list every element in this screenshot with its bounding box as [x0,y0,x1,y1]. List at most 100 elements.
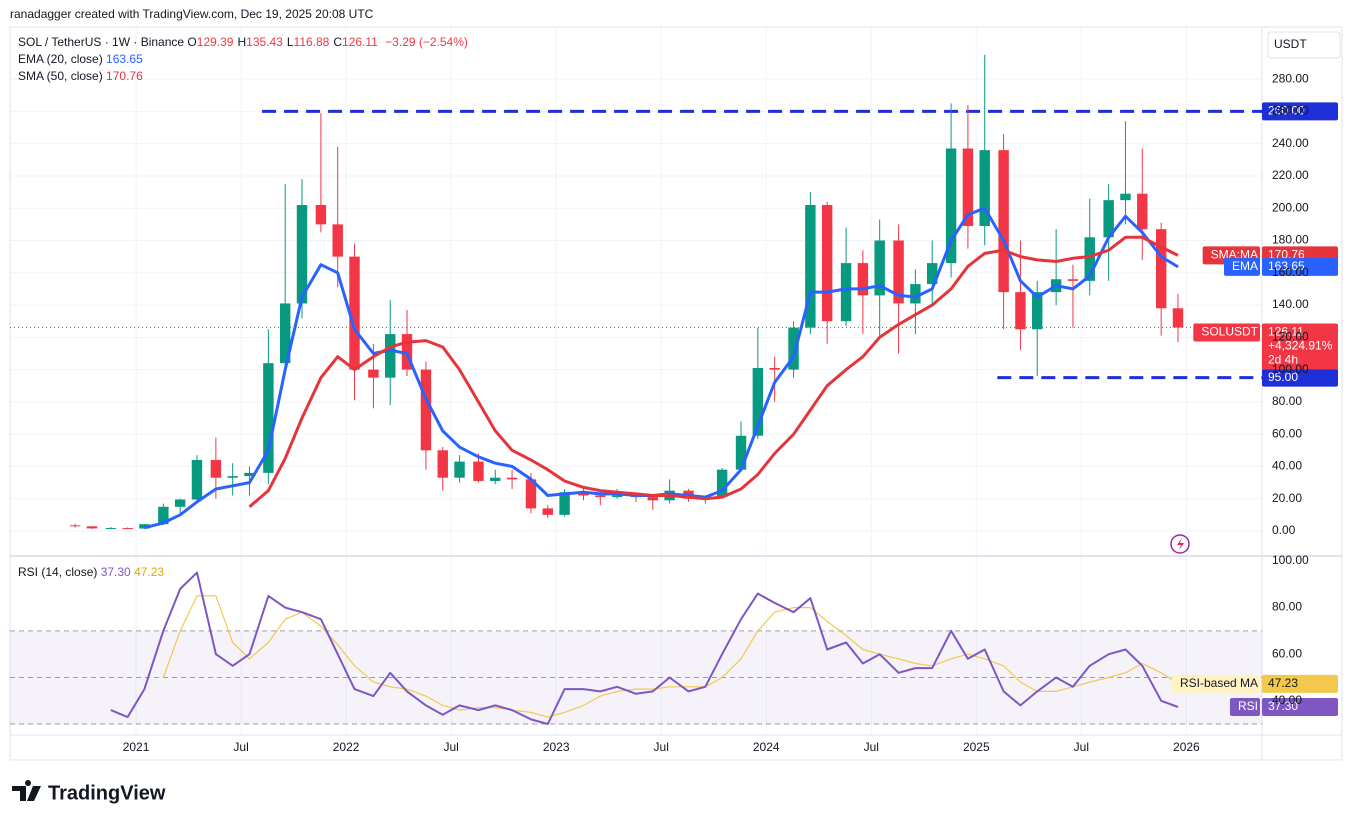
ohlc-key: H [237,35,247,49]
candle-body [647,497,659,501]
candle-body [296,205,308,304]
badge-name-box [1171,674,1260,693]
y-tick-label: 280.00 [1272,71,1309,85]
x-tick-label: Jul [233,740,248,754]
candle-body [611,495,623,498]
badge-value-box [1262,368,1338,387]
candle-body [926,263,938,285]
badge-value: 37.30 [1268,699,1298,713]
candle-body [1084,237,1095,281]
candle-body [158,506,169,525]
y-tick-label: 220.00 [1272,168,1309,182]
rsi-tick-label: 80.00 [1272,600,1302,614]
candle-body [735,435,747,470]
symbol[interactable]: SOL / TetherUS · 1W · Binance [18,35,185,49]
candle-body [874,240,885,296]
candle-body [69,525,81,527]
rsi-ma-line [162,595,1179,718]
candle-body [263,363,274,473]
ohlc-value: 129.39 [196,35,234,49]
candle-body [1155,229,1167,309]
candle-body [910,284,921,304]
candle-body [525,479,537,509]
sma-value: 170.76 [106,69,143,83]
rsi-legend: RSI (14, close) 37.30 47.23 [18,565,164,579]
badge-extra: +4,324.91% [1268,339,1333,353]
ohlc-key: O [187,35,197,49]
badge-name-box [1229,698,1260,717]
ohlc-key: L [286,35,294,49]
badge-value: 95.00 [1268,370,1298,384]
rsi-name[interactable]: RSI (14, close) [18,565,98,579]
y-tick-label: 160.00 [1272,265,1309,279]
badge-value: 260.00 [1268,104,1305,118]
x-tick-label: 2024 [753,740,780,754]
candle-body [769,367,780,370]
badges: 260.0095.00170.76SMA:MA163.65EMA126.11+4… [1171,102,1338,717]
ohlc: O129.39 H135.43 L116.88 C126.11 [187,35,381,49]
candle-body [279,303,291,364]
candle-body [490,477,501,481]
candle-body [840,263,852,322]
header: ranadagger created with TradingView.com,… [10,7,374,21]
candle-body [857,263,869,296]
badge-value-box [1262,257,1338,276]
candle-body [1067,279,1079,281]
rsi-line [110,571,1179,725]
badge-name: EMA [1232,259,1258,273]
rsi-tick-label: 60.00 [1272,646,1302,660]
candle-body [979,150,990,226]
currency-box[interactable] [1267,31,1341,59]
frame [9,26,1343,761]
candle-body [542,508,553,515]
badge-name: SOLUSDT [1201,325,1258,339]
sma-name[interactable]: SMA (50, close) [18,69,103,83]
badge-value: 126.11 [1268,325,1304,339]
candle-body [559,492,570,515]
y-tick-label: 240.00 [1272,136,1309,150]
candle-body [893,240,904,304]
badge-extra: 2d 4h [1268,353,1298,367]
x-tick-label: 2025 [963,740,990,754]
logo[interactable]: TradingView [12,779,166,804]
y-tick-label: 180.00 [1272,233,1309,247]
candle-body [1137,193,1148,230]
ohlc-key: C [333,35,343,49]
y-tick-label: 0.00 [1272,523,1296,537]
ema-name[interactable]: EMA (20, close) [18,52,103,66]
candle-body [1172,308,1184,328]
candle-body [332,224,343,257]
badge-value: 47.23 [1268,676,1298,690]
candle-body [454,461,465,478]
candle-body [962,148,974,226]
y-tick-label: 200.00 [1272,200,1309,214]
grid [10,27,1262,735]
candle-body [349,256,360,370]
candle-body [945,148,957,264]
x-tick-label: Jul [864,740,879,754]
x-tick-label: 2022 [333,740,360,754]
candle-body [805,205,816,328]
candle-body [244,472,255,477]
badge-value-box [1262,323,1338,370]
alert-icon[interactable] [1170,534,1190,554]
ohlc-value: 135.43 [246,35,283,49]
badge-name-box [1193,323,1260,342]
badge-value: 163.65 [1268,259,1305,273]
candle-body [716,469,728,498]
currency: USDT [1274,37,1307,51]
candle-body [1103,200,1114,238]
candle-body [122,528,133,530]
candle-body [506,477,518,480]
y-tick-label: 140.00 [1272,297,1309,311]
y-tick-label: 20.00 [1272,491,1302,505]
ohlc-value: 116.88 [293,35,330,49]
badge-value-box [1262,674,1338,693]
candle-body [420,369,432,451]
y-tick-label: 260.00 [1272,104,1309,118]
candle-body [473,461,484,481]
candle-body [752,367,764,436]
